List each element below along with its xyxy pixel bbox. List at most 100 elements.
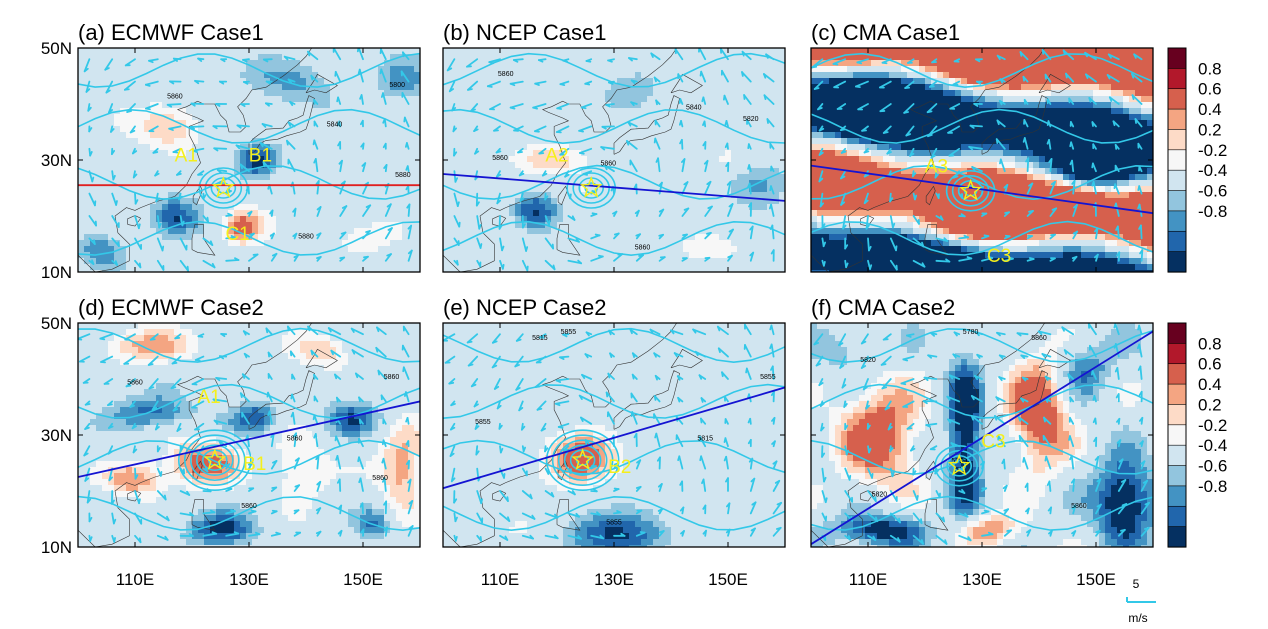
wind-vector-head: [655, 99, 658, 106]
wind-vector-head: [479, 243, 483, 249]
colorbar-2: 0.8 0.60.40.2 -0.2-0.4 -0.6-0.8: [1167, 322, 1227, 548]
wind-vector: [865, 215, 869, 230]
wind-vector-head: [571, 490, 576, 496]
wind-vector: [83, 58, 91, 73]
wind-vector-head: [683, 181, 689, 186]
wind-vector: [105, 80, 114, 94]
wind-vector-head: [776, 526, 782, 530]
height-contours: [78, 52, 420, 256]
wind-vector-head: [698, 374, 703, 380]
wind-vector-head: [926, 110, 933, 114]
wind-vector-head: [844, 424, 849, 431]
wind-vector-head: [723, 437, 727, 444]
wind-vector-head: [1114, 143, 1118, 150]
wind-vector-head: [976, 353, 981, 359]
wind-vector-head: [359, 502, 364, 508]
wind-vector-head: [921, 262, 926, 268]
wind-vector: [202, 237, 214, 246]
wind-vector-head: [888, 172, 893, 177]
region-label: C3: [987, 246, 1011, 267]
wind-vector: [339, 180, 346, 195]
wind-vector-head: [970, 394, 975, 401]
wind-vector-head: [817, 107, 823, 111]
wind-vector: [407, 525, 414, 537]
wind-vector: [179, 512, 194, 517]
wind-vector-head: [292, 207, 297, 213]
wind-vector-head: [1047, 506, 1053, 512]
wind-vector-head: [889, 447, 894, 453]
wind-vector-head: [227, 212, 233, 217]
contour-label: 5855: [475, 419, 491, 426]
wind-vector-head: [330, 349, 334, 356]
wind-vector-head: [110, 128, 115, 133]
wind-vector: [268, 410, 273, 425]
wind-vector: [862, 378, 869, 391]
wind-vector-head: [1088, 97, 1092, 103]
wind-vector-head: [865, 404, 870, 410]
wind-vector-head: [540, 427, 546, 432]
wind-vector-head: [242, 81, 249, 85]
wind-vector-head: [242, 330, 247, 336]
wind-vector-head: [770, 249, 775, 255]
wind-vector-head: [840, 150, 847, 154]
wind-vector-head: [176, 172, 182, 176]
wind-vector: [923, 376, 938, 380]
wind-vector-head: [85, 88, 91, 93]
wind-vector-head: [819, 202, 825, 208]
wind-vector-head: [316, 256, 322, 260]
wind-vector-head: [569, 193, 572, 200]
wind-vector-head: [1138, 390, 1143, 397]
contour-label: 5860: [127, 380, 143, 387]
wind-vector: [935, 534, 948, 545]
wind-vector: [78, 333, 91, 340]
wind-vector: [670, 329, 684, 336]
wind-vector: [772, 526, 782, 537]
wind-vector: [770, 343, 775, 358]
wind-vector: [384, 227, 393, 240]
wind-vector-head: [169, 80, 175, 85]
wind-vector-head: [340, 231, 347, 235]
wind-vector-head: [205, 466, 209, 473]
wind-vector-head: [699, 70, 703, 77]
wind-vector: [1140, 501, 1150, 515]
wind-vector-head: [905, 133, 911, 137]
wind-vector: [704, 159, 709, 173]
wind-vector-head: [1116, 439, 1122, 444]
wind-vector-head: [91, 176, 95, 183]
wind-vector: [844, 467, 851, 481]
wind-vector: [629, 159, 638, 173]
colorbar-label: -0.2: [1198, 416, 1227, 435]
wind-vector-head: [454, 516, 458, 523]
wind-vector-head: [176, 427, 182, 432]
wind-vector-head: [657, 483, 663, 488]
wind-vector-head: [1069, 454, 1073, 461]
wind-vector-head: [620, 532, 626, 537]
wind-vector-head: [952, 353, 957, 359]
wind-vector-head: [261, 123, 267, 128]
contour-label: 5860: [635, 245, 651, 252]
wind-vector-head: [939, 215, 944, 221]
wind-vector: [860, 333, 869, 345]
wind-vector-head: [473, 403, 479, 408]
wind-vector: [743, 94, 752, 105]
wind-vector: [762, 73, 775, 83]
wind-vector-head: [287, 78, 293, 84]
wind-vector-head: [338, 159, 343, 165]
contour-label: 5840: [327, 121, 343, 128]
colorbar-swatch: [1167, 322, 1187, 344]
contour-line: [443, 52, 785, 88]
wind-vector-head: [822, 260, 826, 267]
wind-vector-head: [970, 415, 975, 421]
wind-vector-head: [629, 328, 633, 335]
wind-vector-head: [725, 161, 730, 168]
colorbar-label: 0.6: [1198, 80, 1222, 99]
wind-vector-head: [387, 227, 393, 231]
wind-vector: [681, 181, 689, 195]
wind-vector-head: [578, 129, 584, 133]
wind-vector: [1108, 96, 1120, 105]
wind-vector-head: [1131, 94, 1135, 100]
wind-vector: [1042, 434, 1052, 448]
wind-vector-head: [842, 224, 847, 230]
typhoon-center-star-icon: [959, 178, 982, 201]
wind-vector: [534, 80, 547, 85]
